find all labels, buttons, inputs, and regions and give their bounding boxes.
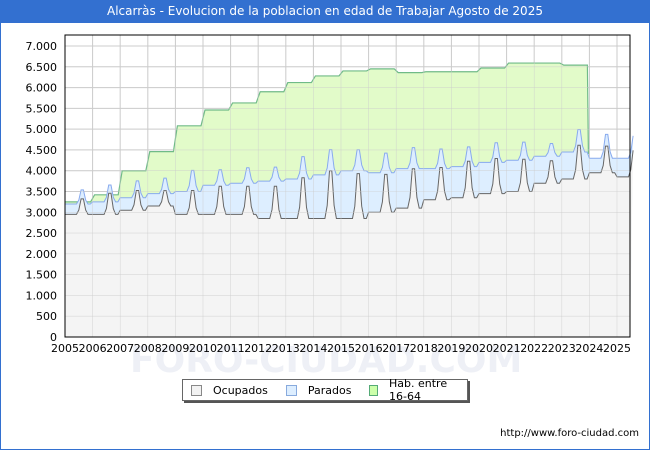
- legend-item-ocupados: Ocupados: [191, 384, 268, 397]
- svg-text:2019: 2019: [437, 342, 465, 355]
- hab-swatch-icon: [369, 384, 378, 396]
- svg-text:2010: 2010: [189, 342, 217, 355]
- source-url[interactable]: http://www.foro-ciudad.com: [500, 428, 639, 439]
- legend-item-parados: Parados: [285, 383, 352, 397]
- svg-text:2015: 2015: [327, 342, 355, 355]
- svg-text:2005: 2005: [51, 342, 79, 355]
- svg-text:5.000: 5.000: [26, 123, 58, 136]
- svg-text:3.000: 3.000: [26, 206, 58, 219]
- legend-label-ocupados: Ocupados: [213, 383, 268, 397]
- svg-text:5.500: 5.500: [26, 102, 58, 115]
- legend-label-parados: Parados: [307, 383, 352, 397]
- legend-item-hab: Hab. entre 16-64: [369, 377, 457, 403]
- svg-text:2024: 2024: [575, 342, 603, 355]
- svg-text:2.000: 2.000: [26, 248, 58, 261]
- svg-text:2017: 2017: [382, 342, 410, 355]
- svg-text:2013: 2013: [272, 342, 300, 355]
- svg-text:0: 0: [50, 331, 57, 344]
- svg-text:6.500: 6.500: [26, 61, 58, 74]
- svg-text:1.500: 1.500: [26, 269, 58, 282]
- svg-text:2020: 2020: [465, 342, 493, 355]
- svg-text:7.000: 7.000: [26, 40, 58, 53]
- svg-text:2025: 2025: [603, 342, 631, 355]
- svg-text:2014: 2014: [299, 342, 327, 355]
- svg-text:2018: 2018: [410, 342, 438, 355]
- svg-text:2012: 2012: [244, 342, 272, 355]
- svg-text:FORO-CIUDAD.COM: FORO-CIUDAD.COM: [130, 340, 522, 381]
- parados-swatch-icon: [285, 384, 297, 396]
- svg-text:500: 500: [36, 310, 57, 323]
- svg-text:2.500: 2.500: [26, 227, 58, 240]
- legend-label-hab: Hab. entre 16-64: [389, 377, 448, 403]
- chart-legend: Ocupados Parados Hab. entre 16-64: [182, 377, 468, 403]
- svg-text:2006: 2006: [79, 342, 107, 355]
- svg-text:4.500: 4.500: [26, 144, 58, 157]
- svg-text:2009: 2009: [161, 342, 189, 355]
- svg-text:2007: 2007: [106, 342, 134, 355]
- svg-text:2008: 2008: [134, 342, 162, 355]
- svg-text:2023: 2023: [548, 342, 576, 355]
- svg-text:2011: 2011: [217, 342, 245, 355]
- svg-text:6.000: 6.000: [26, 82, 58, 95]
- svg-text:2016: 2016: [355, 342, 383, 355]
- svg-text:1.000: 1.000: [26, 289, 58, 302]
- ocupados-swatch-icon: [191, 384, 202, 396]
- svg-text:2022: 2022: [520, 342, 548, 355]
- svg-text:4.000: 4.000: [26, 165, 58, 178]
- svg-text:2021: 2021: [493, 342, 521, 355]
- chart-title: Alcarràs - Evolucion de la poblacion en …: [0, 0, 650, 23]
- svg-text:3.500: 3.500: [26, 186, 58, 199]
